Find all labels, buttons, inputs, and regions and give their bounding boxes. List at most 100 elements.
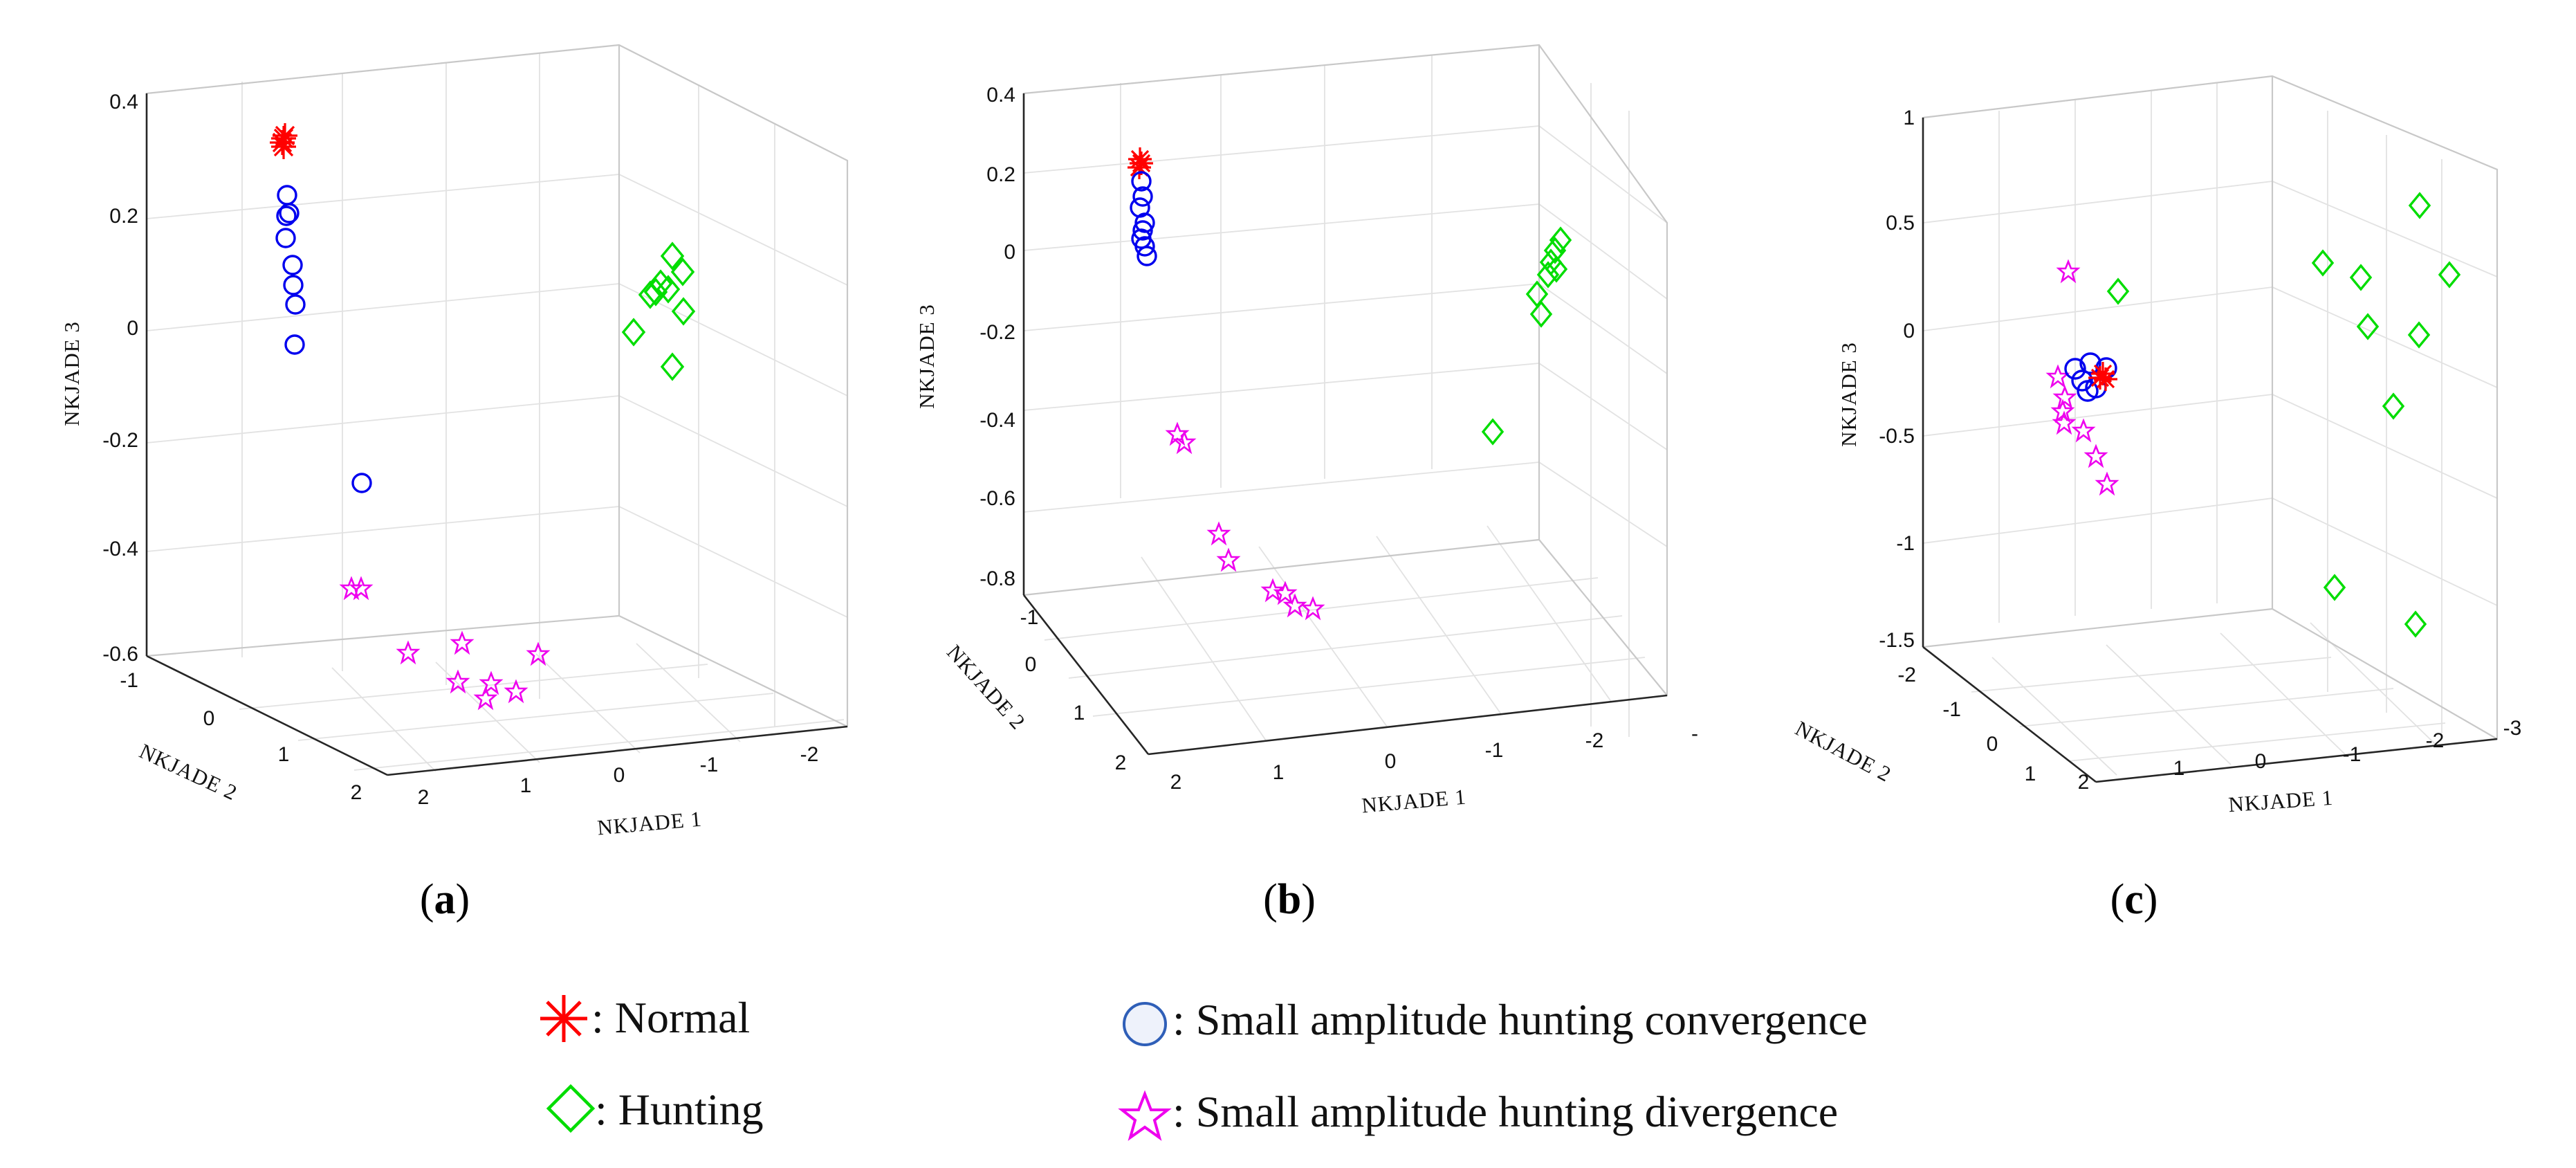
panel-c-series-divergence xyxy=(2045,259,2119,496)
panel-b-x-ticks: 2 1 0 -1 -2 - xyxy=(1170,722,1698,794)
panel-b-y-ticks: -1 0 1 2 xyxy=(1020,606,1127,774)
star-icon xyxy=(1118,1090,1172,1141)
x-tick: -3 xyxy=(2503,717,2522,740)
divergence-point xyxy=(1172,430,1197,455)
hunting-point xyxy=(2323,574,2346,601)
y-tick: 0 xyxy=(1025,653,1037,676)
convergence-point xyxy=(2079,352,2101,374)
hunting-point xyxy=(621,318,646,347)
z-axis-label: NKJADE 3 xyxy=(1837,342,1861,447)
hunting-point xyxy=(2404,610,2427,638)
panel-c-series-hunting xyxy=(2106,192,2461,638)
x-tick: -1 xyxy=(2343,743,2362,766)
divergence-point xyxy=(2083,444,2108,468)
z-tick: 0 xyxy=(1903,320,1915,343)
panel-a-series-divergence xyxy=(339,576,551,711)
hunting-point xyxy=(1539,248,1563,276)
divergence-point xyxy=(450,630,475,655)
x-axis-label: NKJADE 1 xyxy=(596,806,703,839)
z-tick: -0.2 xyxy=(979,321,1015,344)
convergence-point xyxy=(285,294,306,315)
divergence-point xyxy=(1260,578,1285,603)
x-tick: 1 xyxy=(1273,761,1285,784)
z-tick: -0.6 xyxy=(102,643,138,666)
divergence-point xyxy=(1282,593,1307,618)
legend-item-hunting: : Hunting xyxy=(546,1084,764,1134)
x-tick: -2 xyxy=(1585,729,1604,752)
z-tick: -0.6 xyxy=(979,487,1015,510)
convergence-point xyxy=(1131,171,1152,192)
convergence-point xyxy=(282,255,303,275)
y-tick: 2 xyxy=(351,781,362,804)
convergence-point xyxy=(1132,186,1153,207)
hunting-point xyxy=(1529,300,1553,328)
panel-a-x-ticks: 2 1 0 -1 -2 xyxy=(418,743,819,809)
divergence-point xyxy=(1216,547,1241,572)
y-tick: 0 xyxy=(1987,733,1998,756)
convergence-point xyxy=(1137,246,1157,266)
convergence-point xyxy=(1132,220,1153,241)
panel-c-x-ticks: 2 1 0 -1 -2 -3 xyxy=(2078,717,2522,794)
hunting-point xyxy=(1481,418,1505,446)
divergence-point xyxy=(349,576,374,601)
legend-item-convergence: : Small amplitude hunting convergence xyxy=(1123,995,1868,1046)
divergence-point xyxy=(396,640,421,665)
legend: : Normal : Hunting : Small amplitude hun… xyxy=(540,993,1868,1141)
panel-c-gridlines xyxy=(1922,75,2498,776)
hunting-point xyxy=(670,257,695,286)
panel-a-gridlines xyxy=(146,44,848,772)
x-tick: -2 xyxy=(2426,729,2445,752)
z-tick: 0.4 xyxy=(109,91,138,113)
panel-a-series-hunting xyxy=(621,241,696,381)
hunting-point xyxy=(638,280,663,309)
x-tick: - xyxy=(1691,722,1698,745)
legend-label: : Normal xyxy=(591,993,750,1042)
normal-point xyxy=(2094,367,2117,391)
divergence-point xyxy=(479,670,504,695)
hunting-point xyxy=(1549,226,1572,254)
panel-a: 0.4 0.2 0 -0.2 -0.4 -0.6 -1 0 1 2 2 1 0 … xyxy=(59,44,849,923)
y-tick: -1 xyxy=(1020,606,1039,629)
hunting-point xyxy=(2106,277,2130,305)
z-tick: -0.2 xyxy=(102,429,138,452)
divergence-point xyxy=(445,669,470,694)
z-axis-label: NKJADE 3 xyxy=(914,304,939,409)
convergence-point xyxy=(2071,369,2093,392)
x-tick: -2 xyxy=(800,743,819,766)
legend-item-normal: : Normal xyxy=(540,993,750,1042)
y-tick: 1 xyxy=(278,743,290,766)
normal-point xyxy=(271,134,296,159)
z-tick: -0.8 xyxy=(979,567,1015,590)
z-tick: -0.5 xyxy=(1879,425,1915,448)
hunting-point xyxy=(1536,261,1560,289)
x-tick: 0 xyxy=(1385,750,1397,773)
legend-item-divergence: : Small amplitude hunting divergence xyxy=(1118,1087,1838,1141)
convergence-point xyxy=(279,203,300,223)
hunting-point xyxy=(671,297,696,326)
panel-c-z-ticks: 1 0.5 0 -0.5 -1 -1.5 xyxy=(1879,107,1915,652)
panel-letter: b xyxy=(1278,876,1301,923)
hunting-point xyxy=(2349,264,2373,291)
divergence-point xyxy=(2045,364,2070,389)
panel-letter: a xyxy=(434,876,456,923)
convergence-point xyxy=(2064,358,2086,380)
panel-c-y-ticks: -2 -1 0 1 xyxy=(1897,664,2036,785)
z-tick: 0 xyxy=(127,317,138,340)
diamond-icon xyxy=(546,1084,596,1133)
hunting-point xyxy=(2382,392,2405,420)
convergence-point xyxy=(2077,380,2099,402)
z-tick: 0 xyxy=(1004,241,1015,264)
divergence-point xyxy=(473,686,498,711)
divergence-point xyxy=(1300,596,1325,621)
panel-c: 1 0.5 0 -0.5 -1 -1.5 -2 -1 0 1 2 1 0 -1 … xyxy=(1792,75,2522,923)
divergence-point xyxy=(504,679,528,704)
y-axis-label: NKJADE 2 xyxy=(942,640,1031,734)
hunting-point xyxy=(1543,237,1567,264)
z-tick: 0.4 xyxy=(986,84,1015,107)
panel-c-label: (c) xyxy=(2110,876,2158,923)
z-tick: 0.2 xyxy=(109,205,138,228)
legend-label: : Hunting xyxy=(595,1085,764,1134)
y-axis-label: NKJADE 2 xyxy=(136,739,241,805)
panel-a-label: (a) xyxy=(420,876,470,923)
